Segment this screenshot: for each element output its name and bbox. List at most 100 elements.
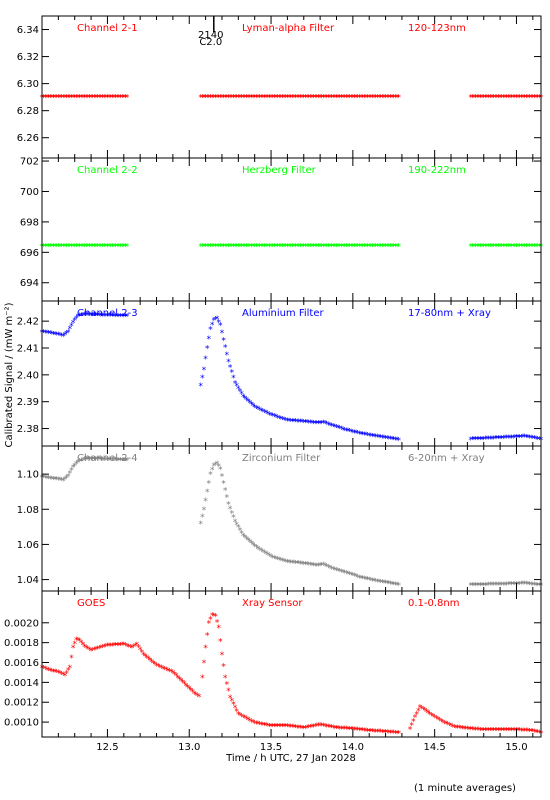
data-point: * [139,649,144,659]
data-point: * [275,94,280,104]
data-point: * [205,243,210,253]
data-point: * [345,94,350,104]
data-point: * [237,243,242,253]
data-point: * [59,670,64,680]
data-point: * [257,243,262,253]
data-point: * [46,94,51,104]
data-point: * [353,94,358,104]
data-point: * [250,243,255,253]
data-point: * [262,243,267,253]
data-point: * [311,419,316,429]
data-point: * [471,436,476,446]
data-point: * [242,714,247,724]
data-point: * [95,456,100,466]
data-point: * [524,433,529,443]
data-point: * [494,435,499,445]
data-point: * [497,434,502,444]
data-point: * [535,581,540,591]
data-point: * [352,429,357,439]
data-point: * [97,94,102,104]
data-point: * [452,724,457,734]
data-point: * [108,312,113,322]
data-point: * [491,94,496,104]
data-point: * [296,94,301,104]
panel-5: ****************************************… [4,590,544,740]
data-point: * [64,669,69,679]
data-point: * [260,94,265,104]
y-tick-label: 6.32 [17,52,39,63]
data-point: * [537,582,542,592]
filter-label: Herzberg Filter [242,165,317,176]
data-point: * [247,243,252,253]
data-point: * [80,311,85,321]
data-point: * [304,724,309,734]
data-point: * [83,243,88,253]
data-point: * [64,330,69,340]
data-point: * [520,433,525,443]
data-point: * [389,580,394,590]
data-point: * [124,243,129,253]
data-point: * [198,520,203,530]
data-point: * [326,563,331,573]
data-point: * [380,579,385,589]
data-point: * [88,94,93,104]
data-point: * [90,456,95,466]
data-point: * [273,243,278,253]
data-point: * [533,728,538,738]
data-point: * [62,672,67,682]
data-point: * [520,580,525,590]
data-point: * [44,474,49,484]
data-point: * [203,243,208,253]
data-point: * [465,725,470,735]
data-point: * [535,435,540,445]
data-point: * [355,430,360,440]
data-point: * [391,729,396,739]
data-point: * [478,726,483,736]
data-point: * [301,725,306,735]
data-point: * [201,243,206,253]
data-point: * [468,436,473,446]
data-point: * [473,726,478,736]
data-point: * [522,94,527,104]
data-point: * [492,435,497,445]
data-point: * [79,457,84,467]
data-point: * [391,243,396,253]
data-point: * [259,94,264,104]
data-point: * [373,243,378,253]
data-point: * [105,243,110,253]
data-point: * [491,243,496,253]
data-point: * [515,580,520,590]
data-point: * [488,435,493,445]
data-point: * [152,661,157,671]
data-point: * [273,555,278,565]
data-point: * [57,476,62,486]
data-point: * [241,243,246,253]
data-point: * [510,94,515,104]
data-point: * [362,575,367,585]
data-point: * [74,243,79,253]
data-point: * [509,243,514,253]
data-point: * [123,457,128,467]
data-point: * [384,729,389,739]
data-point: * [512,434,517,444]
data-point: * [95,645,100,655]
data-point: * [262,549,267,559]
panel-frame [41,445,542,592]
data-point: * [363,727,368,737]
data-point: * [273,413,278,423]
data-point: * [98,644,103,654]
data-point: * [101,243,106,253]
data-point: * [257,720,262,730]
panel-1: ****************************************… [17,15,544,159]
data-point: * [92,311,97,321]
data-point: * [226,687,231,697]
data-point: * [370,728,375,738]
y-tick-label: 6.34 [17,25,39,36]
data-point: * [113,94,118,104]
data-point: * [223,344,228,354]
data-point: * [331,566,336,576]
data-point: * [267,94,272,104]
data-point: * [370,577,375,587]
data-point: * [209,243,214,253]
